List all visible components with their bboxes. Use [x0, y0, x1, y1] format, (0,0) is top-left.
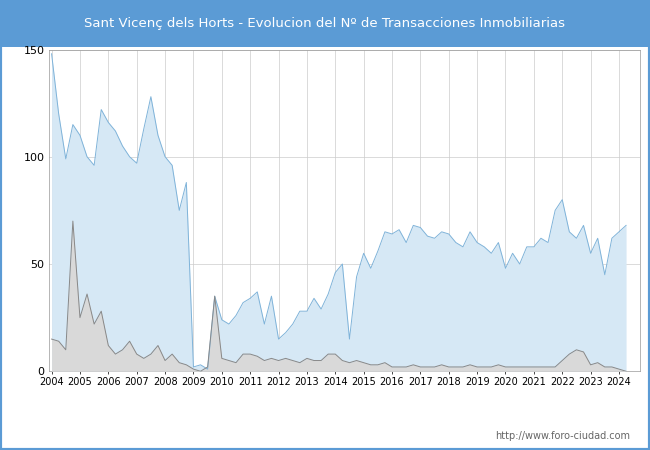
- Text: Sant Vicenç dels Horts - Evolucion del Nº de Transacciones Inmobiliarias: Sant Vicenç dels Horts - Evolucion del N…: [84, 17, 566, 30]
- Legend: Viviendas Nuevas, Viviendas Usadas: Viviendas Nuevas, Viviendas Usadas: [197, 449, 492, 450]
- Text: http://www.foro-ciudad.com: http://www.foro-ciudad.com: [495, 431, 630, 441]
